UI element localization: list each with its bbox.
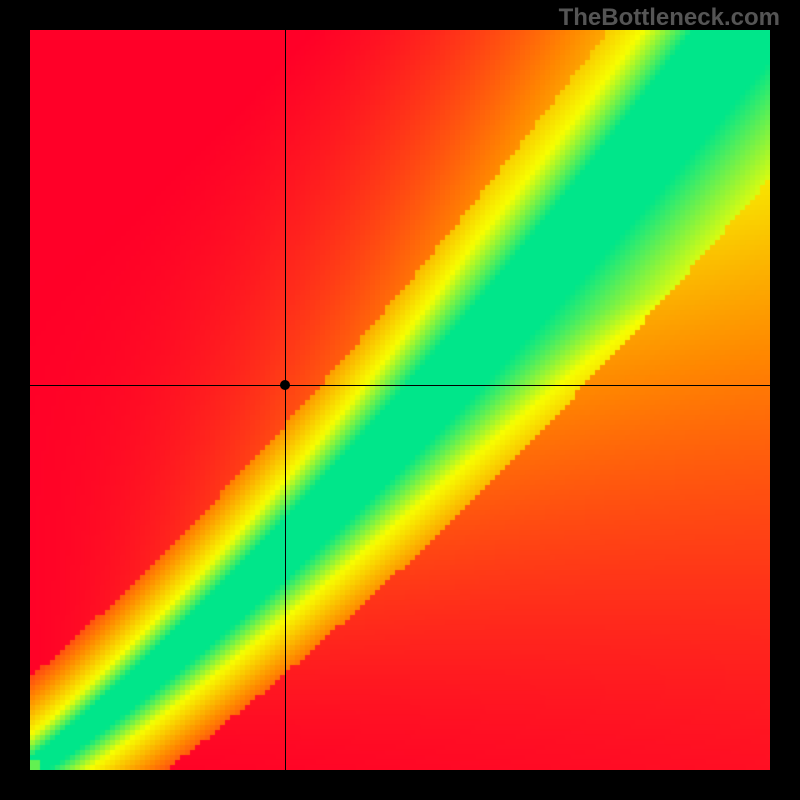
crosshair-horizontal [30,385,770,386]
crosshair-marker-dot [280,380,290,390]
bottleneck-heatmap [30,30,770,770]
heatmap-canvas [30,30,770,770]
watermark-text: TheBottleneck.com [559,4,780,32]
crosshair-vertical [285,30,286,770]
